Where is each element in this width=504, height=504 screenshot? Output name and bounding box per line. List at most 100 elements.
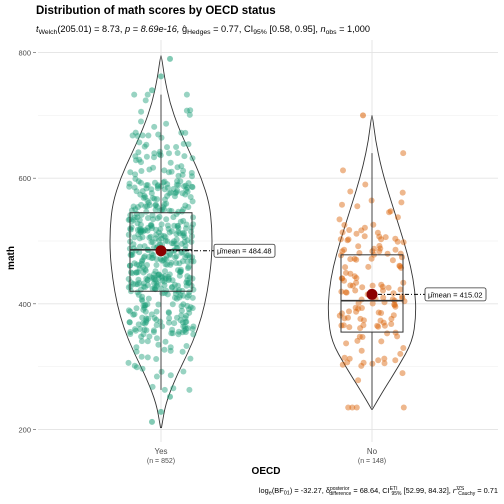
data-point [397,263,403,270]
data-point [143,153,150,160]
data-point [161,346,168,353]
data-point [185,204,192,210]
data-point [131,184,138,191]
data-point [157,207,164,214]
data-point [167,252,174,258]
data-point [371,245,377,252]
data-point [355,300,362,306]
data-point [140,254,147,261]
x-tick-label: No [367,447,378,456]
data-point [127,252,134,258]
data-point [166,150,172,157]
outlier-point [158,73,164,80]
data-point [138,333,145,340]
jitter-points [125,55,408,425]
data-point [144,91,151,98]
data-point [154,272,161,279]
data-point [183,343,190,349]
data-point [347,270,354,277]
data-point [343,269,349,276]
data-point [161,206,168,213]
data-point [190,323,197,330]
data-point [149,225,155,232]
data-point [183,325,189,332]
data-point [161,256,168,262]
data-point [174,150,181,156]
data-point [189,155,196,162]
data-point [160,204,167,211]
data-point [161,186,168,193]
data-point [133,364,140,371]
data-point [135,149,142,156]
data-point [189,183,195,190]
data-point [166,229,173,236]
data-point [166,315,173,322]
data-point [378,338,385,345]
data-point [179,171,186,178]
data-point [133,269,140,276]
data-point [177,268,184,275]
x-axis-label: OECD [252,466,281,477]
data-point [137,229,144,236]
data-point [150,274,157,281]
data-point [190,214,196,221]
data-point [175,182,182,189]
data-point [148,250,155,257]
data-point [346,355,353,362]
data-point [392,246,399,253]
x-tick-label: Yes [154,447,167,456]
data-point [179,249,186,256]
data-point [165,225,172,232]
data-point [183,279,190,286]
data-point [185,279,192,286]
data-point [139,257,146,264]
data-point [167,261,174,268]
data-point [135,178,142,185]
data-point [166,190,173,197]
data-point [138,296,145,303]
violin-outline [327,114,417,410]
data-point [342,264,349,271]
data-point [162,261,169,268]
means: μ̂mean = 484.48 μ̂mean = 415.02 [155,243,487,302]
data-point [399,293,406,300]
data-point [136,279,143,286]
data-point [165,169,172,176]
data-point [139,258,145,265]
data-point [144,262,150,268]
data-point [163,120,170,127]
data-point [155,131,162,138]
data-point [353,230,360,237]
data-point [143,275,150,282]
data-point [166,251,173,257]
data-point [149,239,156,245]
data-point [134,133,141,139]
data-point [140,228,147,235]
data-point [153,226,159,233]
data-point [174,178,181,185]
data-point [173,189,180,196]
data-point [385,284,392,291]
data-point [394,214,401,221]
caption: loge(BF01) = -32.27, δposterior differenc… [259,486,498,497]
data-point [360,317,367,324]
data-point [141,302,148,309]
data-point [380,294,387,301]
data-point [153,373,160,380]
data-point [187,355,194,362]
data-point [179,319,186,326]
data-point [133,157,139,164]
data-point [133,188,140,195]
data-point [159,274,166,281]
data-point [154,183,161,190]
outlier-point [149,87,155,94]
data-point [182,315,189,322]
boxplots [129,94,404,408]
data-point [170,385,177,392]
data-point [173,295,180,302]
data-point [154,281,161,287]
data-point [153,282,160,289]
outlier-point [360,112,366,119]
data-point [347,282,354,289]
data-point [396,262,403,269]
